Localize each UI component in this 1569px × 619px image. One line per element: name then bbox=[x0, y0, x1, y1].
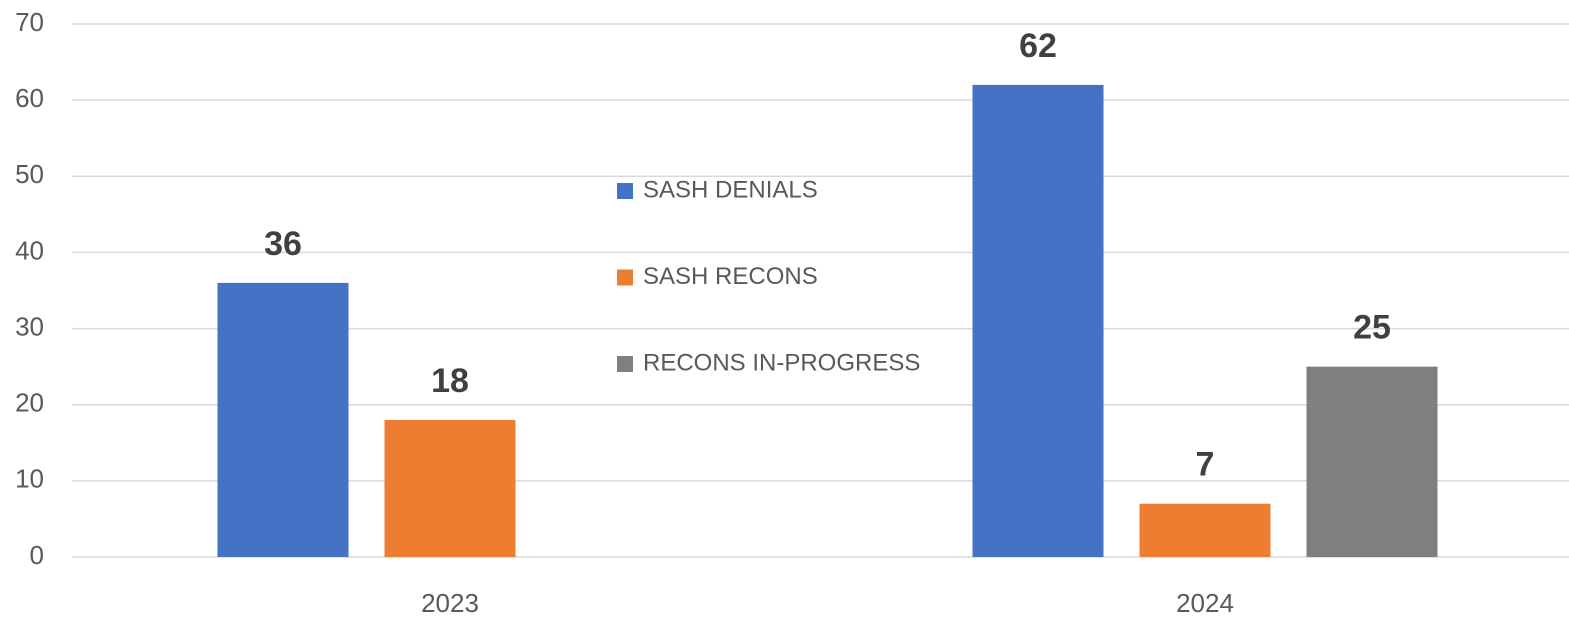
legend-label: SASH DENIALS bbox=[643, 176, 818, 203]
value-label: 18 bbox=[431, 362, 469, 400]
y-tick-label: 30 bbox=[15, 311, 44, 341]
bar bbox=[1306, 366, 1438, 557]
value-label: 62 bbox=[1019, 27, 1057, 65]
value-label: 7 bbox=[1196, 446, 1215, 484]
y-tick-label: 10 bbox=[15, 464, 44, 494]
x-tick-label: 2024 bbox=[1176, 588, 1234, 618]
legend-label: RECONS IN-PROGRESS bbox=[643, 349, 920, 376]
bar bbox=[384, 419, 516, 557]
legend-swatch bbox=[617, 356, 633, 372]
y-tick-label: 40 bbox=[15, 235, 44, 265]
legend-swatch bbox=[617, 269, 633, 286]
bar bbox=[217, 282, 349, 557]
value-label: 36 bbox=[264, 225, 302, 263]
bar bbox=[972, 84, 1104, 558]
y-tick-label: 0 bbox=[30, 540, 44, 570]
bar bbox=[1139, 503, 1271, 557]
y-tick-label: 50 bbox=[15, 159, 44, 189]
value-label: 25 bbox=[1353, 309, 1391, 347]
y-tick-label: 60 bbox=[15, 83, 44, 113]
legend-label: SASH RECONS bbox=[643, 263, 818, 290]
x-tick-label: 2023 bbox=[421, 588, 479, 618]
y-tick-label: 20 bbox=[15, 388, 44, 418]
y-tick-label: 70 bbox=[15, 7, 44, 37]
legend-swatch bbox=[617, 183, 633, 199]
